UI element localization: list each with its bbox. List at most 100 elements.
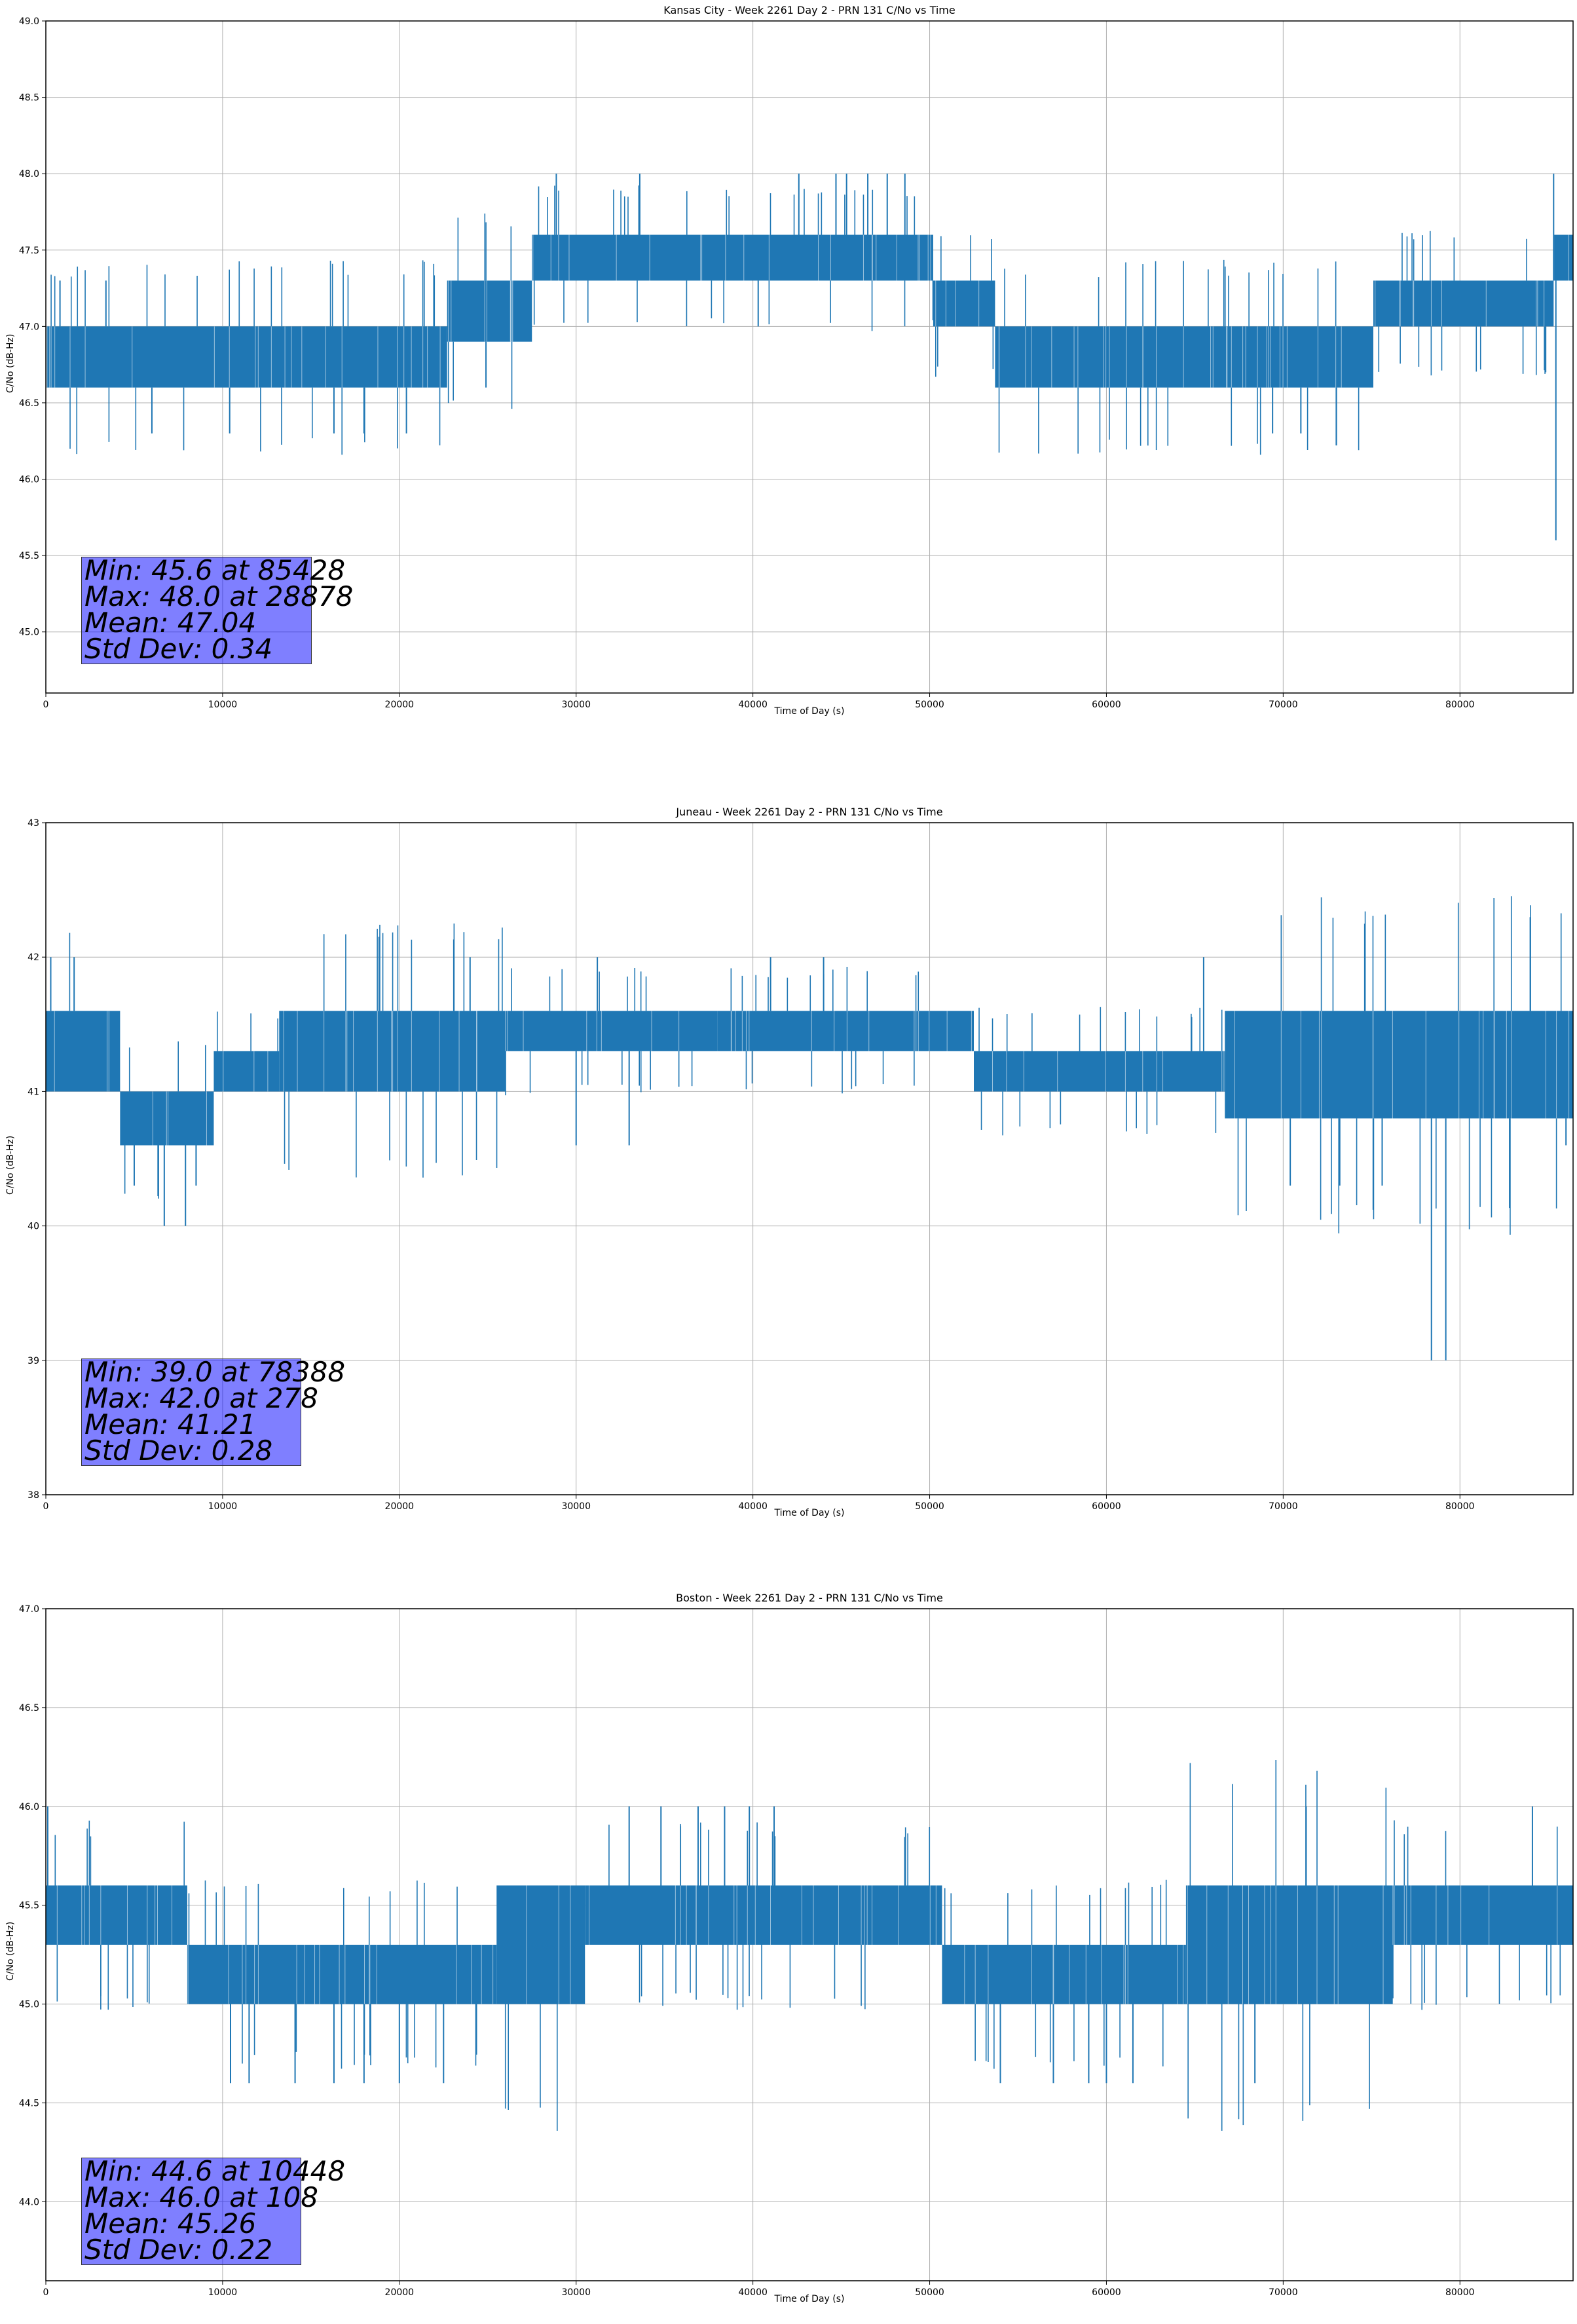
x-tick-label: 30000 [561,1501,591,1512]
x-tick-label: 20000 [385,1501,415,1512]
y-tick-label: 44.0 [19,2197,39,2207]
x-tick-label: 10000 [208,700,238,710]
series-band [995,326,1374,388]
x-tick-label: 60000 [1092,1501,1121,1512]
series-band [942,1945,1186,2004]
y-tick-label: 46.5 [19,1703,39,1714]
stat-max: Max: 42.0 at 278 [84,1382,318,1414]
y-tick-label: 46.0 [19,1802,39,1812]
x-tick-label: 70000 [1269,1501,1298,1512]
x-tick-label: 40000 [738,700,768,710]
y-tick-label: 38 [28,1490,39,1501]
stat-mean: Mean: 41.21 [84,1408,257,1440]
series-band [279,1011,506,1092]
x-tick-label: 50000 [915,2287,944,2298]
y-tick-label: 45.0 [19,628,39,638]
y-tick-label: 47.0 [19,1604,39,1615]
x-tick-label: 80000 [1445,1501,1475,1512]
x-tick-label: 30000 [561,700,591,710]
stat-max: Max: 48.0 at 28878 [84,580,354,612]
stat-mean: Mean: 45.26 [84,2207,257,2240]
plot-frame [45,1608,1574,2281]
x-tick-label: 50000 [915,1501,944,1512]
stat-min: Min: 45.6 at 85428 [84,554,346,586]
series-band [447,280,532,342]
y-tick-label: 41 [28,1087,39,1097]
x-tick-label: 0 [43,2287,49,2298]
y-tick-label: 44.5 [19,2098,39,2108]
plot-frame [45,822,1574,1495]
y-tick-label: 48.5 [19,93,39,103]
chart-title: Boston - Week 2261 Day 2 - PRN 131 C/No … [676,1592,943,1604]
stats-box: Min: 45.6 at 85428 Max: 48.0 at 28878 Me… [81,554,354,664]
series-band [974,1051,1225,1092]
series-band [1225,1011,1573,1119]
series-band [213,1051,280,1092]
series-band [532,234,933,281]
series-band [1185,1885,1393,2004]
y-tick-label: 39 [28,1356,39,1366]
stats-box: Min: 44.6 at 10448 Max: 46.0 at 108 Mean… [81,2155,346,2266]
y-tick-label: 47.5 [19,246,39,256]
y-tick-label: 40 [28,1222,39,1232]
series-band [505,1011,718,1051]
y-axis-label: C/No (dB-Hz) [5,1135,16,1195]
x-tick-label: 10000 [208,2287,238,2298]
series-line [46,1760,1573,2131]
x-tick-label: 10000 [208,1501,238,1512]
y-tick-label: 46.0 [19,475,39,485]
stat-std: Std Dev: 0.22 [84,2234,273,2266]
stats-box: Min: 39.0 at 78388 Max: 42.0 at 278 Mean… [81,1356,346,1467]
x-tick-label: 20000 [385,700,415,710]
y-tick-label: 43 [28,818,39,829]
series-band [1392,1885,1573,1945]
y-tick-label: 47.0 [19,322,39,332]
chart-title: Juneau - Week 2261 Day 2 - PRN 131 C/No … [676,806,943,818]
series-band [1553,234,1573,281]
plot-svg: 0 10000 20000 30000 40000 50000 60000 70000 8000… [19,1604,1574,2298]
x-tick-label: 0 [43,700,49,710]
x-tick-label: 20000 [385,2287,415,2298]
x-tick-label: 30000 [561,2287,591,2298]
y-axis-label: C/No (dB-Hz) [5,1921,16,1981]
x-tick-label: 40000 [738,1501,768,1512]
y-tick-label: 42 [28,952,39,963]
series-line [46,896,1573,1360]
x-axis-label: Time of Day (s) [774,706,845,717]
x-axis-label: Time of Day (s) [774,1508,845,1518]
chart-title: Kansas City - Week 2261 Day 2 - PRN 131 … [663,4,955,16]
series-band [933,280,995,327]
plot-svg: 0 10000 20000 30000 40000 50000 60000 70000 8000… [28,818,1574,1512]
y-tick-label: 46.5 [19,398,39,409]
x-tick-label: 40000 [738,2287,768,2298]
stat-min: Min: 39.0 at 78388 [84,1356,346,1388]
chart-panel-juneau: Juneau - Week 2261 Day 2 - PRN 131 C/No … [0,802,1577,1535]
y-tick-label: 45.5 [19,1901,39,1911]
y-axis-label: C/No (dB-Hz) [5,333,16,393]
stat-std: Std Dev: 0.28 [84,1434,273,1467]
x-tick-label: 80000 [1445,2287,1475,2298]
y-tick-label: 45.0 [19,2000,39,2010]
x-tick-label: 60000 [1092,700,1121,710]
series-band [46,1011,121,1092]
series-band [120,1091,214,1146]
series-band [46,326,447,388]
series-band [1373,280,1554,327]
series-band [187,1945,497,2004]
stat-min: Min: 44.6 at 10448 [84,2155,346,2187]
series-band [585,1885,942,1945]
series-line [46,174,1573,540]
stat-max: Max: 46.0 at 108 [84,2181,318,2213]
x-tick-label: 50000 [915,700,944,710]
chart-panel-kansas-city: Kansas City - Week 2261 Day 2 - PRN 131 … [0,0,1577,734]
chart-panel-boston: Boston - Week 2261 Day 2 - PRN 131 C/No … [0,1588,1577,2321]
plot-svg: 0 10000 20000 30000 40000 50000 60000 70000 8000… [19,16,1574,710]
x-tick-label: 0 [43,1501,49,1512]
series-band [717,1011,974,1051]
x-tick-label: 80000 [1445,700,1475,710]
y-tick-label: 49.0 [19,16,39,27]
series-band [496,1885,585,2004]
x-tick-label: 70000 [1269,2287,1298,2298]
stat-mean: Mean: 47.04 [84,607,257,639]
x-tick-label: 60000 [1092,2287,1121,2298]
